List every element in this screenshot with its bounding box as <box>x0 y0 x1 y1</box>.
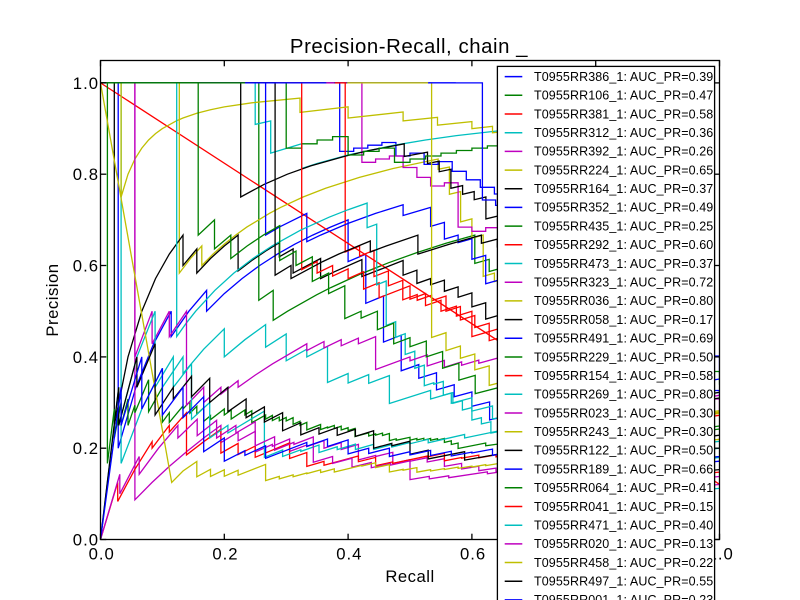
svg-text:T0955RR122_1: AUC_PR=0.50: T0955RR122_1: AUC_PR=0.50 <box>534 444 713 458</box>
svg-text:T0955RR154_1: AUC_PR=0.58: T0955RR154_1: AUC_PR=0.58 <box>534 369 713 383</box>
svg-text:T0955RR020_1: AUC_PR=0.13: T0955RR020_1: AUC_PR=0.13 <box>534 537 713 551</box>
svg-text:T0955RR229_1: AUC_PR=0.50: T0955RR229_1: AUC_PR=0.50 <box>534 350 713 364</box>
svg-text:T0955RR352_1: AUC_PR=0.49: T0955RR352_1: AUC_PR=0.49 <box>534 201 713 215</box>
svg-text:T0955RR164_1: AUC_PR=0.37: T0955RR164_1: AUC_PR=0.37 <box>534 182 713 196</box>
svg-text:T0955RR473_1: AUC_PR=0.37: T0955RR473_1: AUC_PR=0.37 <box>534 257 713 271</box>
svg-text:T0955RR001_1: AUC_PR=0.23: T0955RR001_1: AUC_PR=0.23 <box>534 593 713 600</box>
svg-text:T0955RR041_1: AUC_PR=0.15: T0955RR041_1: AUC_PR=0.15 <box>534 500 713 514</box>
svg-text:0.2: 0.2 <box>212 545 238 564</box>
svg-text:T0955RR224_1: AUC_PR=0.65: T0955RR224_1: AUC_PR=0.65 <box>534 163 713 177</box>
svg-text:T0955RR386_1: AUC_PR=0.39: T0955RR386_1: AUC_PR=0.39 <box>534 70 713 84</box>
svg-text:T0955RR023_1: AUC_PR=0.30: T0955RR023_1: AUC_PR=0.30 <box>534 406 713 420</box>
svg-text:0.6: 0.6 <box>73 257 99 276</box>
svg-text:T0955RR491_1: AUC_PR=0.69: T0955RR491_1: AUC_PR=0.69 <box>534 332 713 346</box>
svg-text:T0955RR392_1: AUC_PR=0.26: T0955RR392_1: AUC_PR=0.26 <box>534 145 713 159</box>
svg-text:0.2: 0.2 <box>73 439 99 458</box>
svg-text:T0955RR269_1: AUC_PR=0.80: T0955RR269_1: AUC_PR=0.80 <box>534 388 713 402</box>
svg-text:1.0: 1.0 <box>73 74 99 93</box>
svg-text:T0955RR471_1: AUC_PR=0.40: T0955RR471_1: AUC_PR=0.40 <box>534 519 713 533</box>
svg-text:T0955RR064_1: AUC_PR=0.41: T0955RR064_1: AUC_PR=0.41 <box>534 481 713 495</box>
svg-text:0.0: 0.0 <box>89 545 115 564</box>
svg-text:T0955RR312_1: AUC_PR=0.36: T0955RR312_1: AUC_PR=0.36 <box>534 126 713 140</box>
svg-text:T0955RR323_1: AUC_PR=0.72: T0955RR323_1: AUC_PR=0.72 <box>534 276 713 290</box>
svg-text:Precision: Precision <box>43 263 62 336</box>
svg-text:0.8: 0.8 <box>73 165 99 184</box>
svg-text:T0955RR497_1: AUC_PR=0.55: T0955RR497_1: AUC_PR=0.55 <box>534 575 713 589</box>
svg-text:T0955RR189_1: AUC_PR=0.66: T0955RR189_1: AUC_PR=0.66 <box>534 462 713 476</box>
svg-text:0.4: 0.4 <box>336 545 362 564</box>
svg-text:T0955RR243_1: AUC_PR=0.30: T0955RR243_1: AUC_PR=0.30 <box>534 425 713 439</box>
svg-text:T0955RR435_1: AUC_PR=0.25: T0955RR435_1: AUC_PR=0.25 <box>534 219 713 233</box>
svg-text:0.4: 0.4 <box>73 348 99 367</box>
svg-text:0.0: 0.0 <box>73 531 99 550</box>
svg-text:0.6: 0.6 <box>460 545 486 564</box>
svg-text:T0955RR381_1: AUC_PR=0.58: T0955RR381_1: AUC_PR=0.58 <box>534 107 713 121</box>
svg-text:Recall: Recall <box>385 567 434 586</box>
svg-text:T0955RR058_1: AUC_PR=0.17: T0955RR058_1: AUC_PR=0.17 <box>534 313 713 327</box>
svg-text:T0955RR106_1: AUC_PR=0.47: T0955RR106_1: AUC_PR=0.47 <box>534 89 713 103</box>
svg-text:T0955RR036_1: AUC_PR=0.80: T0955RR036_1: AUC_PR=0.80 <box>534 294 713 308</box>
svg-text:T0955RR458_1: AUC_PR=0.22: T0955RR458_1: AUC_PR=0.22 <box>534 556 713 570</box>
svg-text:T0955RR292_1: AUC_PR=0.60: T0955RR292_1: AUC_PR=0.60 <box>534 238 713 252</box>
svg-text:Precision-Recall, chain _: Precision-Recall, chain _ <box>290 36 528 58</box>
